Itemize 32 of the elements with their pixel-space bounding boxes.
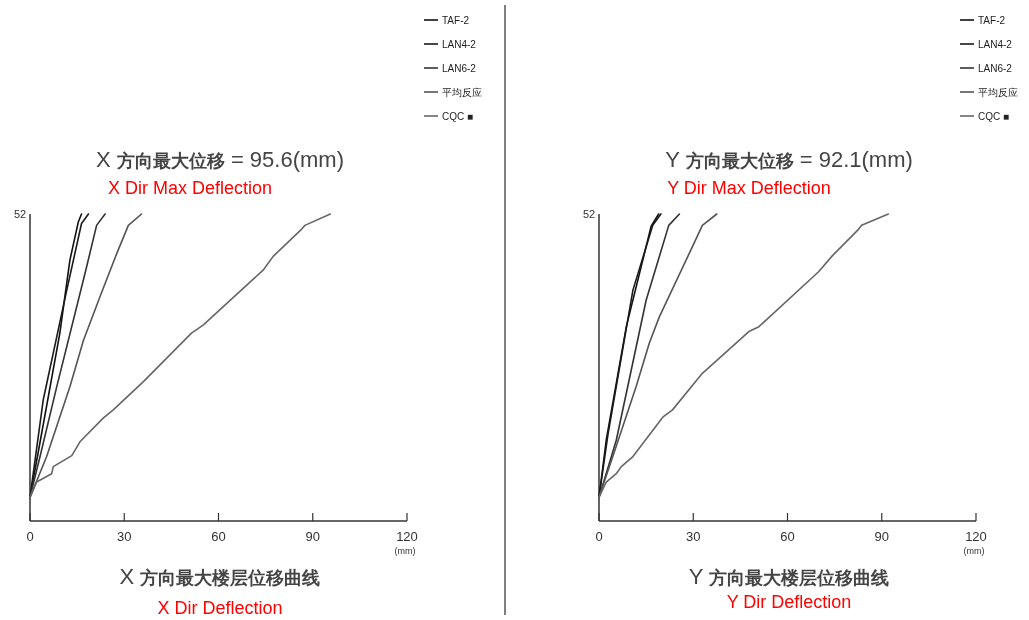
chart-subtitle: X Dir Max Deflection: [107, 178, 273, 198]
legend-label: LAN4-2: [442, 39, 477, 50]
x-axis-title: (mm): [394, 546, 416, 556]
legend-label: TAF-2: [442, 15, 470, 26]
legend-label: 平均反应: [978, 87, 1018, 98]
x-tick-label: 120: [396, 529, 418, 544]
x-tick-label: 60: [780, 529, 795, 544]
text: X Dir Deflection: [157, 598, 283, 618]
x-tick-label: 60: [211, 529, 226, 544]
text: 52: [13, 208, 27, 220]
x-tick-label: 30: [117, 529, 132, 544]
text: Y Dir Deflection: [726, 592, 852, 612]
x-tick-label: 30: [686, 529, 701, 544]
legend-label: CQC ■: [978, 111, 1010, 122]
legend-label: CQC ■: [442, 111, 474, 122]
legend-label: LAN4-2: [978, 39, 1013, 50]
text: Y 方向最大楼层位移曲线: [688, 564, 890, 589]
legend-label: TAF-2: [978, 15, 1006, 26]
x-tick-label: 90: [874, 529, 889, 544]
chart-subtitle: Y Dir Max Deflection: [667, 178, 831, 198]
text: 52: [582, 208, 596, 220]
x-tick-label: 0: [595, 529, 603, 544]
x-tick-label: 90: [305, 529, 320, 544]
x-axis-title: (mm): [963, 546, 985, 556]
legend-label: 平均反应: [442, 87, 482, 98]
x-tick-label: 120: [965, 529, 987, 544]
chart-title: X 方向最大位移 = 95.6(mm): [96, 147, 344, 172]
text: X 方向最大楼层位移曲线: [119, 564, 321, 589]
legend-label: LAN6-2: [978, 63, 1013, 74]
x-tick-label: 0: [26, 529, 34, 544]
legend-label: LAN6-2: [442, 63, 477, 74]
chart-title: Y 方向最大位移 = 92.1(mm): [665, 147, 913, 172]
